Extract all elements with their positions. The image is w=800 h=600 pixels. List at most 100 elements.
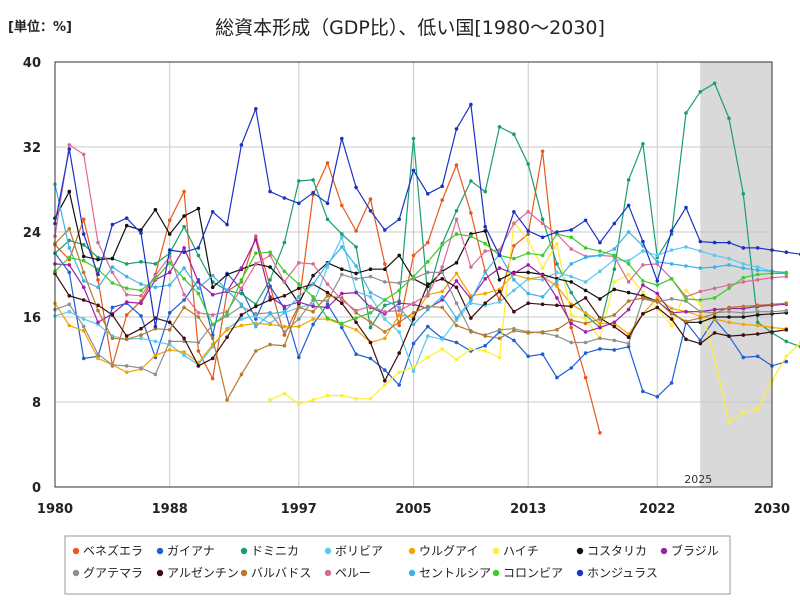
data-point [526,232,530,236]
data-point [612,338,617,343]
data-point [67,246,72,250]
legend-marker [492,569,500,577]
data-point [755,246,760,250]
series-line [54,102,800,327]
data-point [555,334,559,338]
data-point [712,296,717,300]
data-point [325,262,330,266]
data-point [311,295,315,299]
data-point [210,285,215,290]
data-point [254,317,258,321]
forecast-region-label: 2025 [684,473,712,486]
data-point [268,342,272,347]
data-point [540,302,545,307]
data-point [741,280,746,284]
data-point [239,278,244,282]
data-point [110,305,115,310]
data-point [167,328,172,332]
data-point [397,301,402,306]
data-point [497,278,502,282]
data-point [497,125,502,129]
data-point [397,323,402,328]
data-point [397,351,402,355]
data-point [469,179,473,183]
data-point [483,277,488,281]
data-point [598,336,602,341]
data-point [325,161,330,165]
legend-label: ボリビア [335,544,383,558]
data-point [784,359,789,364]
legend-marker [72,569,80,577]
legend-item: コスタリカ [576,544,647,558]
data-point [67,270,72,275]
data-point [67,189,72,194]
data-point [311,317,315,321]
data-point [354,229,358,233]
data-point [225,335,229,340]
data-point [698,289,703,294]
data-point [225,398,229,402]
data-point [440,198,445,202]
data-point [526,238,530,243]
data-point [469,298,473,302]
data-point [626,307,631,312]
legend-item: ハイチ [492,544,539,558]
data-point [182,214,186,218]
legend-item: ベネズエラ [72,543,143,558]
data-point [297,305,301,310]
data-point [67,143,72,147]
data-point [383,368,387,372]
data-point [540,217,545,222]
data-point [655,283,660,287]
data-point [583,280,588,284]
data-point [440,305,445,310]
data-point [325,217,330,222]
legend-item: ウルグアイ [408,544,478,558]
data-point [354,264,358,268]
data-point [96,308,100,313]
plot-border [54,61,773,488]
legend-label: バルバドス [251,566,311,580]
series-line [54,273,787,383]
data-point [641,283,645,287]
data-point [268,298,272,302]
unit-label: [単位：%] [8,19,72,35]
data-point [598,253,602,258]
legend-box [64,535,731,595]
data-point [167,248,172,252]
data-point [727,420,731,425]
data-point [698,249,703,253]
data-point [526,331,530,335]
data-point [784,271,789,276]
data-point [411,365,416,369]
data-point [96,278,100,282]
data-point [282,333,287,337]
data-point [540,253,545,258]
data-point [655,296,660,300]
data-point [555,270,559,275]
data-point [268,284,272,289]
legend-label: グアテマラ [83,566,143,580]
data-point [397,330,402,334]
data-point [755,323,760,328]
legend-item: コロンビア [492,566,563,580]
series-13 [53,182,789,329]
data-point [483,349,488,353]
y-tick-label: 40 [23,56,41,71]
series-12 [53,143,789,317]
data-point [526,210,530,214]
data-point [741,275,746,280]
data-point [469,301,473,306]
data-point [81,152,86,157]
data-point [81,324,86,329]
data-point [311,262,315,266]
data-point [325,393,330,398]
data-point [411,253,416,258]
data-point [641,312,645,316]
data-point [124,334,129,338]
data-point [210,356,215,361]
data-point [153,277,158,281]
data-point [540,295,545,299]
data-point [583,321,588,326]
data-point [540,330,545,334]
